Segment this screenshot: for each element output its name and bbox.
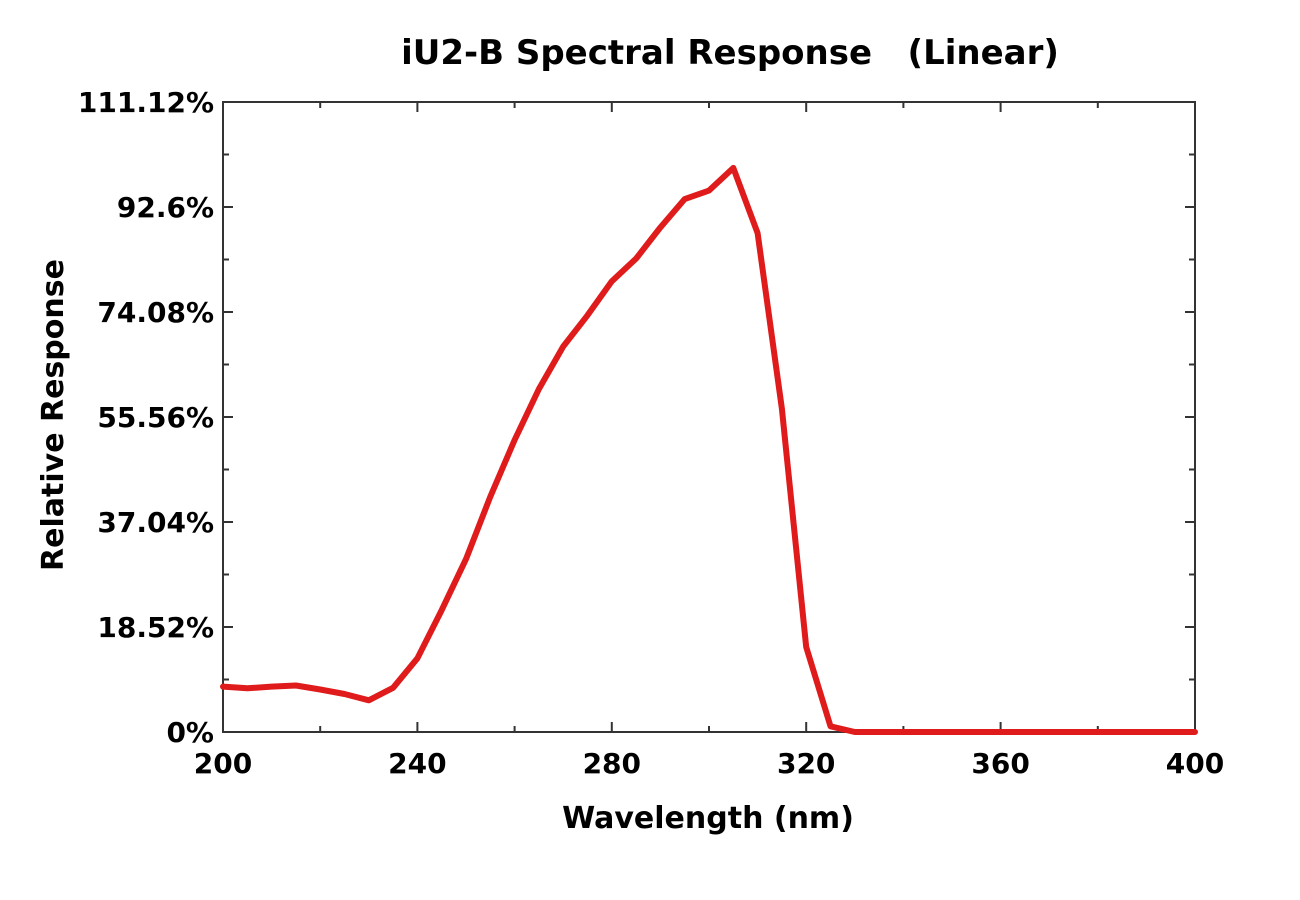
- y-tick-label: 55.56%: [97, 401, 214, 434]
- y-tick-label: 0%: [166, 716, 214, 749]
- x-tick-label: 240: [388, 747, 446, 780]
- y-tick-label: 18.52%: [97, 611, 214, 644]
- x-tick-label: 200: [194, 747, 252, 780]
- y-tick-label: 37.04%: [97, 506, 214, 539]
- chart-title: iU2-B Spectral Response (Linear): [401, 33, 1059, 73]
- x-axis-label: Wavelength (nm): [562, 801, 854, 836]
- axis-ticks: 200 240 280 320 360 400 0% 18.52% 37.04% 55.56% 74…: [78, 86, 1224, 780]
- x-tick-label: 360: [971, 747, 1029, 780]
- x-tick-label: 400: [1166, 747, 1224, 780]
- series-line-iu2-b: [220, 164, 1198, 735]
- y-tick-label: 74.08%: [97, 296, 214, 329]
- y-tick-label: 111.12%: [78, 86, 214, 119]
- y-tick-label: 92.6%: [117, 191, 214, 224]
- plot-area: [222, 101, 1196, 733]
- x-tick-label: 280: [583, 747, 641, 780]
- y-axis-label: Relative Response: [36, 259, 71, 571]
- series-layer: [220, 164, 1198, 735]
- x-tick-label: 320: [777, 747, 835, 780]
